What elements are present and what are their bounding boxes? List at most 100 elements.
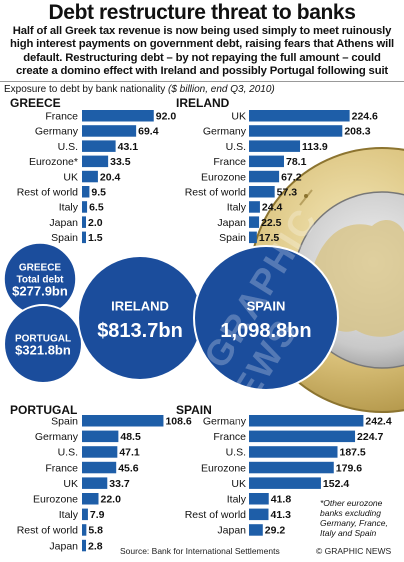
bar <box>249 524 263 536</box>
category-label: Spain <box>51 416 78 428</box>
value-label: 6.5 <box>89 202 104 214</box>
bar-row: Spain 17.5 <box>219 231 279 244</box>
bubble-value: $813.7bn <box>97 320 183 342</box>
bar-row: Spain 108.6 <box>51 415 192 428</box>
category-label: UK <box>63 478 78 490</box>
value-label: 78.1 <box>286 156 307 168</box>
bar <box>82 231 86 244</box>
bar <box>82 140 116 152</box>
chart-title: PORTUGAL <box>10 403 77 417</box>
bubble-spain: SPAIN 1,098.8bn <box>193 245 339 391</box>
bar <box>82 524 87 536</box>
category-label: Eurozone <box>33 494 78 506</box>
bar <box>82 186 90 198</box>
bubble-label: Total debt <box>16 275 64 286</box>
value-label: 45.6 <box>118 462 139 474</box>
bar <box>82 461 117 474</box>
bar-row: U.S. 113.9 <box>226 140 328 153</box>
value-label: 33.5 <box>110 156 131 168</box>
value-label: 242.4 <box>365 416 391 428</box>
bar <box>82 110 154 122</box>
footnote: *Other eurozone banks excluding Germany,… <box>320 498 388 538</box>
category-label: Spain <box>51 232 78 244</box>
bar <box>82 170 98 183</box>
value-label: 20.4 <box>100 171 121 183</box>
bar-row: UK 20.4 <box>63 170 121 183</box>
category-label: Italy <box>59 509 79 521</box>
bar-row: Eurozone 22.0 <box>33 493 121 506</box>
bar-row: Eurozone* 33.5 <box>29 155 131 168</box>
bar-row: Rest of world 5.8 <box>17 524 103 537</box>
bar-row: Italy 7.9 <box>59 508 105 521</box>
category-label: Rest of world <box>17 525 78 537</box>
category-label: UK <box>231 478 246 490</box>
value-label: 2.0 <box>88 217 103 229</box>
bar-row: Italy 6.5 <box>59 201 104 214</box>
bar <box>249 508 269 521</box>
bar-row: Italy 24.4 <box>227 201 283 214</box>
page-title: Debt restructure threat to banks <box>48 1 356 24</box>
value-label: 67.2 <box>281 171 302 183</box>
bar <box>82 201 88 213</box>
bubble-value: $277.9bn <box>12 284 68 299</box>
bar-row: France 45.6 <box>45 461 139 474</box>
category-label: Germany <box>35 126 79 138</box>
bar-row: Germany 48.5 <box>35 430 141 443</box>
category-label: Spain <box>219 232 246 244</box>
bar-row: Japan 2.0 <box>49 216 103 229</box>
bar <box>249 110 350 122</box>
value-label: 2.8 <box>88 540 103 552</box>
category-label: Eurozone <box>201 171 246 183</box>
bubble-circle <box>193 245 339 391</box>
bar-row: Japan 29.2 <box>217 524 285 537</box>
category-label: Italy <box>227 202 247 214</box>
category-label: Germany <box>35 431 79 443</box>
bar-row: UK 33.7 <box>63 477 130 490</box>
bar <box>249 415 364 427</box>
value-label: 41.8 <box>271 494 292 506</box>
chart-title: SPAIN <box>176 403 212 417</box>
bar-row: Japan 22.5 <box>217 216 282 229</box>
value-label: 92.0 <box>156 111 177 123</box>
bar <box>82 508 88 521</box>
category-label: Japan <box>217 525 246 537</box>
divider <box>0 81 404 82</box>
bar-row: Rest of world 41.3 <box>185 508 291 521</box>
bar-row: Germany 242.4 <box>203 415 392 428</box>
value-label: 152.4 <box>323 478 349 490</box>
value-label: 113.9 <box>302 141 328 153</box>
category-label: France <box>45 111 78 123</box>
bar <box>82 493 99 505</box>
value-label: 41.3 <box>270 509 291 521</box>
bar <box>249 186 275 198</box>
value-label: 1.5 <box>88 232 103 244</box>
bubble-country: SPAIN <box>247 299 286 314</box>
bubble-value: 1,098.8bn <box>220 320 311 342</box>
value-label: 29.2 <box>265 525 286 537</box>
chart-title: IRELAND <box>176 96 230 110</box>
bar <box>82 477 108 489</box>
value-label: 22.0 <box>101 494 122 506</box>
bar-row: Eurozone 67.2 <box>201 170 302 183</box>
value-label: 208.3 <box>344 126 370 138</box>
category-label: U.S. <box>226 447 246 459</box>
bar <box>249 201 260 213</box>
category-label: France <box>213 156 246 168</box>
bubble-country: IRELAND <box>111 299 169 314</box>
value-label: 47.1 <box>119 447 140 459</box>
intro-line: Exposure to debt by bank nationality ($ … <box>4 84 400 95</box>
bar <box>249 125 343 137</box>
category-label: Rest of world <box>185 509 246 521</box>
category-label: U.S. <box>226 141 246 153</box>
value-label: 224.6 <box>352 111 378 123</box>
bar-row: U.S. 187.5 <box>226 446 366 459</box>
bubble-circle <box>3 304 83 384</box>
value-label: 69.4 <box>138 126 159 138</box>
value-label: 179.6 <box>336 462 362 474</box>
bubble-country: PORTUGAL <box>15 334 71 345</box>
